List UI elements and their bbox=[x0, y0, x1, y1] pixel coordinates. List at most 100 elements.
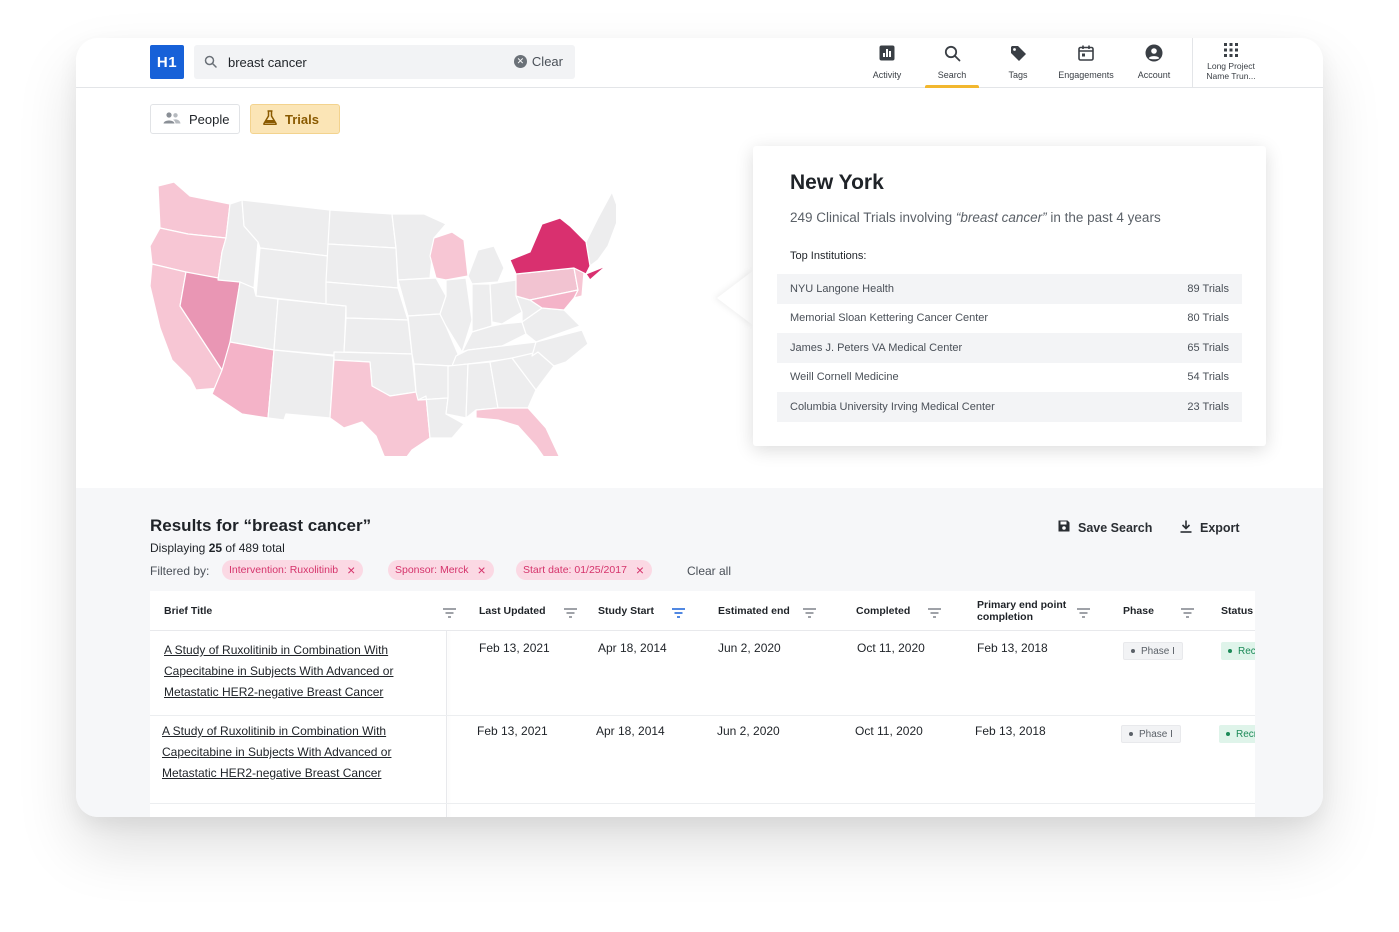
h1-logo[interactable]: H1 bbox=[150, 45, 184, 79]
people-icon bbox=[163, 111, 181, 127]
filter-lines-icon[interactable] bbox=[803, 605, 816, 623]
clear-x-icon: ✕ bbox=[513, 55, 527, 68]
clear-all-filters-button[interactable]: Clear all bbox=[687, 564, 732, 578]
nav-tags[interactable]: Tags bbox=[998, 38, 1038, 88]
state-south-dakota[interactable] bbox=[325, 243, 399, 289]
nav-engagements-label: Engagements bbox=[1058, 70, 1114, 80]
filter-lines-icon[interactable] bbox=[564, 605, 577, 623]
trials-toggle-button[interactable]: Trials bbox=[250, 104, 340, 134]
status-badge: Recruiting bbox=[1219, 725, 1255, 743]
remove-filter-icon[interactable]: × bbox=[347, 562, 356, 578]
filter-lines-icon-active[interactable] bbox=[672, 605, 685, 623]
active-nav-underline bbox=[925, 85, 979, 88]
cell-completed: Oct 11, 2020 bbox=[855, 724, 923, 738]
state-north-dakota[interactable] bbox=[327, 209, 397, 249]
filter-lines-icon[interactable] bbox=[443, 605, 456, 623]
cell-last-updated: Feb 13, 2021 bbox=[479, 641, 550, 655]
popup-subtitle: 249 Clinical Trials involving “breast ca… bbox=[790, 210, 1161, 225]
col-phase[interactable]: Phase bbox=[1123, 591, 1154, 631]
filter-lines-icon[interactable] bbox=[928, 605, 941, 623]
status-badge: Recruiting bbox=[1221, 642, 1255, 660]
popup-pointer bbox=[717, 270, 754, 326]
state-michigan[interactable] bbox=[467, 245, 505, 285]
app-window: H1 ✕ Clear Activity Search bbox=[76, 38, 1323, 817]
trials-table: Brief Title Last Updated Study Start Est… bbox=[150, 591, 1255, 817]
trial-title-link[interactable]: A Study of Ruxolitinib in Combination Wi… bbox=[162, 724, 392, 780]
cell-study-start: Apr 18, 2014 bbox=[596, 724, 665, 738]
institution-row[interactable]: Memorial Sloan Kettering Cancer Center 80… bbox=[790, 312, 1229, 325]
save-search-button[interactable]: Save Search bbox=[1058, 520, 1152, 535]
state-north-carolina[interactable] bbox=[531, 329, 589, 367]
search-input[interactable] bbox=[228, 52, 498, 72]
cell-estimated-end: Jun 2, 2020 bbox=[717, 724, 780, 738]
state-new-mexico[interactable] bbox=[267, 349, 335, 421]
flask-icon bbox=[263, 110, 277, 128]
row-divider bbox=[150, 715, 1255, 716]
top-institutions-heading: Top Institutions: bbox=[790, 250, 867, 262]
long-island bbox=[585, 265, 607, 281]
state-kansas[interactable] bbox=[343, 317, 413, 355]
results-count: Displaying 25 of 489 total bbox=[150, 541, 285, 555]
state-details-popup: New York 249 Clinical Trials involving “… bbox=[753, 146, 1266, 446]
remove-filter-icon[interactable]: × bbox=[635, 562, 645, 578]
filter-lines-icon[interactable] bbox=[1181, 605, 1194, 623]
nav-divider bbox=[1192, 38, 1193, 88]
state-maryland[interactable] bbox=[529, 289, 579, 311]
state-indiana[interactable] bbox=[471, 283, 493, 333]
clear-search-button[interactable]: ✕ Clear bbox=[513, 54, 563, 69]
col-last-updated[interactable]: Last Updated bbox=[479, 591, 546, 631]
search-icon bbox=[942, 43, 962, 63]
nav-account-label: Account bbox=[1137, 70, 1171, 80]
nav-search[interactable]: Search bbox=[925, 38, 979, 88]
trials-label: Trials bbox=[285, 111, 319, 127]
state-texas[interactable] bbox=[329, 359, 431, 456]
trial-title-link[interactable]: A Study of Ruxolitinib in Combination Wi… bbox=[164, 643, 394, 699]
nav-search-label: Search bbox=[937, 70, 967, 80]
state-wyoming[interactable] bbox=[255, 247, 329, 305]
state-new-york[interactable] bbox=[509, 217, 591, 275]
institution-row[interactable]: James J. Peters VA Medical Center 65 Tria… bbox=[777, 333, 1242, 363]
nav-activity[interactable]: Activity bbox=[866, 38, 908, 88]
people-toggle-button[interactable]: People bbox=[150, 104, 240, 134]
institution-row[interactable]: Columbia University Irving Medical Cente… bbox=[777, 392, 1242, 422]
col-brief-title[interactable]: Brief Title bbox=[164, 591, 213, 631]
state-ohio[interactable] bbox=[489, 279, 523, 325]
export-button[interactable]: Export bbox=[1180, 520, 1240, 536]
state-georgia[interactable] bbox=[489, 357, 537, 409]
clear-label: Clear bbox=[531, 54, 563, 69]
search-icon bbox=[204, 55, 217, 73]
save-icon bbox=[1058, 520, 1070, 535]
institution-row[interactable]: Weill Cornell Medicine 54 Trials bbox=[790, 371, 1229, 384]
state-mississippi[interactable] bbox=[445, 363, 469, 419]
institution-row[interactable]: NYU Langone Health 89 Trials bbox=[777, 274, 1242, 304]
col-status[interactable]: Status bbox=[1221, 591, 1254, 631]
sticky-column-divider bbox=[446, 631, 447, 817]
filter-lines-icon[interactable] bbox=[1077, 605, 1090, 623]
top-header: H1 ✕ Clear Activity Search bbox=[76, 38, 1323, 88]
nav-engagements[interactable]: Engagements bbox=[1055, 38, 1117, 88]
project-switcher[interactable]: Long Project Name Trun... bbox=[1200, 43, 1262, 81]
col-estimated-end[interactable]: Estimated end bbox=[718, 591, 790, 631]
search-bar: ✕ Clear bbox=[194, 45, 575, 79]
col-primary-end-point[interactable]: Primary end point completion bbox=[977, 591, 1073, 631]
cell-primary-end: Feb 13, 2018 bbox=[975, 724, 1046, 738]
state-wisconsin[interactable] bbox=[429, 231, 469, 281]
state-florida[interactable] bbox=[475, 407, 560, 456]
state-new-england[interactable] bbox=[585, 191, 616, 267]
state-illinois[interactable] bbox=[439, 277, 473, 353]
state-colorado[interactable] bbox=[273, 298, 347, 357]
cell-study-start: Apr 18, 2014 bbox=[598, 641, 667, 655]
results-title: Results for “breast cancer” bbox=[150, 516, 372, 535]
col-completed[interactable]: Completed bbox=[856, 591, 911, 631]
project-name-label: Long Project Name Trun... bbox=[1206, 61, 1256, 81]
remove-filter-icon[interactable]: × bbox=[477, 562, 486, 578]
nav-account[interactable]: Account bbox=[1132, 38, 1176, 88]
apps-grid-icon bbox=[1200, 43, 1262, 57]
state-arkansas[interactable] bbox=[413, 363, 453, 401]
col-study-start[interactable]: Study Start bbox=[598, 591, 655, 631]
chart-icon bbox=[877, 43, 897, 63]
phase-badge: Phase I bbox=[1121, 725, 1181, 743]
nav-activity-label: Activity bbox=[872, 70, 902, 80]
nav-tags-label: Tags bbox=[1008, 70, 1028, 80]
cell-estimated-end: Jun 2, 2020 bbox=[718, 641, 781, 655]
